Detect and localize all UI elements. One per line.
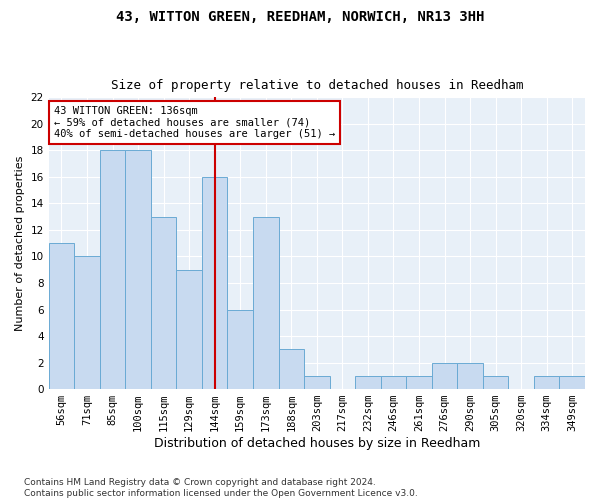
- Bar: [100, 150, 125, 389]
- Bar: [253, 216, 278, 389]
- Bar: [355, 376, 380, 389]
- Bar: [278, 350, 304, 389]
- Bar: [304, 376, 329, 389]
- Bar: [559, 376, 585, 389]
- Text: 43, WITTON GREEN, REEDHAM, NORWICH, NR13 3HH: 43, WITTON GREEN, REEDHAM, NORWICH, NR13…: [116, 10, 484, 24]
- Bar: [74, 256, 100, 389]
- Text: Contains HM Land Registry data © Crown copyright and database right 2024.
Contai: Contains HM Land Registry data © Crown c…: [24, 478, 418, 498]
- Bar: [457, 362, 483, 389]
- Bar: [227, 310, 253, 389]
- Bar: [49, 243, 74, 389]
- Bar: [534, 376, 559, 389]
- Bar: [380, 376, 406, 389]
- Bar: [151, 216, 176, 389]
- Bar: [176, 270, 202, 389]
- Y-axis label: Number of detached properties: Number of detached properties: [15, 156, 25, 331]
- Bar: [202, 177, 227, 389]
- Text: 43 WITTON GREEN: 136sqm
← 59% of detached houses are smaller (74)
40% of semi-de: 43 WITTON GREEN: 136sqm ← 59% of detache…: [54, 106, 335, 140]
- Bar: [125, 150, 151, 389]
- Bar: [483, 376, 508, 389]
- Title: Size of property relative to detached houses in Reedham: Size of property relative to detached ho…: [110, 79, 523, 92]
- X-axis label: Distribution of detached houses by size in Reedham: Distribution of detached houses by size …: [154, 437, 480, 450]
- Bar: [432, 362, 457, 389]
- Bar: [406, 376, 432, 389]
